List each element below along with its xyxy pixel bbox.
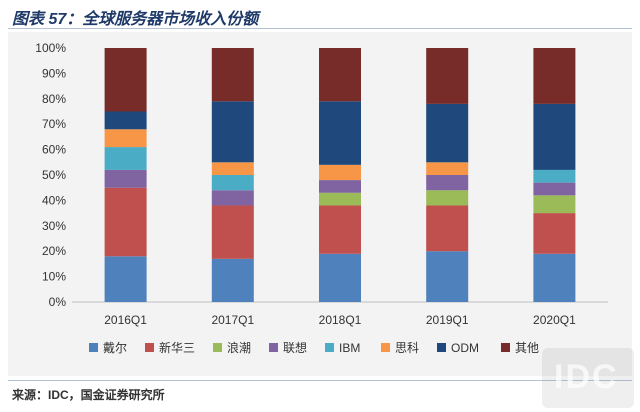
bar-segment bbox=[426, 103, 469, 163]
legend-swatch bbox=[501, 343, 510, 352]
legend-swatch bbox=[381, 343, 390, 352]
bar-segment bbox=[319, 180, 361, 193]
legend-swatch bbox=[145, 343, 154, 352]
y-tick-label: 60% bbox=[42, 143, 66, 157]
figure-title: 图表 57：全球服务器市场收入份额 bbox=[12, 11, 259, 28]
y-tick-label: 20% bbox=[42, 244, 66, 258]
source-note: 来源：IDC，国金证券研究所 bbox=[12, 388, 165, 402]
bar-segment bbox=[533, 182, 576, 196]
legend-label: 新华三 bbox=[159, 340, 195, 355]
bar-segment bbox=[533, 103, 576, 170]
bar-segment bbox=[533, 213, 576, 254]
bar-segment bbox=[211, 258, 254, 302]
legend-label: 其他 bbox=[515, 341, 539, 355]
y-tick-label: 90% bbox=[42, 66, 66, 80]
legend-label: ODM bbox=[451, 341, 479, 355]
x-tick-label: 2017Q1 bbox=[211, 313, 254, 327]
stacked-bar-chart: 0% 10% 20% 30% 40% 50% 60% 70% 80% 90% 100% 2016Q1 2… bbox=[35, 41, 608, 355]
bar-segment bbox=[104, 169, 147, 188]
bar-segment bbox=[319, 164, 361, 181]
bar-segment bbox=[533, 253, 576, 302]
y-tick-label: 100% bbox=[35, 41, 66, 55]
bar-segment bbox=[211, 190, 254, 206]
bar-segment bbox=[533, 48, 576, 104]
bar-segment bbox=[426, 175, 469, 191]
bar-segment bbox=[319, 48, 361, 102]
x-tick-label: 2020Q1 bbox=[533, 313, 576, 327]
legend-label: 戴尔 bbox=[103, 340, 127, 355]
legend-swatch bbox=[437, 343, 446, 352]
y-tick-label: 10% bbox=[42, 270, 66, 284]
bar-segment bbox=[211, 162, 254, 175]
bar-segment bbox=[104, 129, 147, 148]
legend-swatch bbox=[325, 343, 334, 352]
bar-segment bbox=[104, 48, 147, 112]
footer-divider bbox=[8, 380, 632, 381]
legend-swatch bbox=[269, 343, 278, 352]
watermark-text: IDC bbox=[554, 358, 619, 396]
x-tick-label: 2018Q1 bbox=[319, 313, 362, 327]
bar-segment bbox=[104, 111, 147, 130]
bar-segment bbox=[104, 256, 147, 302]
bar-segment bbox=[319, 101, 361, 165]
y-tick-label: 50% bbox=[42, 168, 66, 182]
legend-swatch bbox=[89, 343, 98, 352]
y-tick-label: 40% bbox=[42, 193, 66, 207]
legend-swatch bbox=[213, 343, 222, 352]
legend-label: IBM bbox=[339, 341, 360, 355]
bar-segment bbox=[426, 205, 469, 252]
figure-header: 图表 57：全球服务器市场收入份额 bbox=[0, 0, 640, 30]
y-tick-label: 80% bbox=[42, 92, 66, 106]
bar-segment bbox=[211, 175, 254, 191]
bar-segment bbox=[104, 147, 147, 170]
legend-label: 浪潮 bbox=[227, 340, 251, 355]
idc-watermark-logo: IDC bbox=[542, 348, 634, 408]
bar-segment bbox=[319, 192, 361, 206]
bar-segment bbox=[211, 101, 254, 163]
bar-segment bbox=[319, 205, 361, 254]
legend-label: 联想 bbox=[283, 340, 307, 355]
bar-segment bbox=[211, 205, 254, 259]
x-tick-label: 2019Q1 bbox=[426, 313, 469, 327]
bar-segment bbox=[533, 195, 576, 214]
bar-segment bbox=[426, 190, 469, 206]
x-tick-label: 2016Q1 bbox=[104, 313, 147, 327]
bar-segment bbox=[319, 253, 361, 302]
bar-segment bbox=[426, 162, 469, 175]
bar-segment bbox=[211, 48, 254, 102]
y-tick-label: 0% bbox=[49, 295, 67, 309]
legend-label: 思科 bbox=[395, 341, 419, 355]
bar-segment bbox=[104, 187, 147, 257]
chart-panel: 0% 10% 20% 30% 40% 50% 60% 70% 80% 90% 100% 2016Q1 2… bbox=[8, 32, 632, 376]
bar-segment bbox=[426, 251, 469, 302]
y-tick-label: 70% bbox=[42, 117, 66, 131]
bar-segment bbox=[533, 169, 576, 183]
header-divider bbox=[8, 28, 632, 29]
y-tick-label: 30% bbox=[42, 219, 66, 233]
bar-segment bbox=[426, 48, 469, 104]
